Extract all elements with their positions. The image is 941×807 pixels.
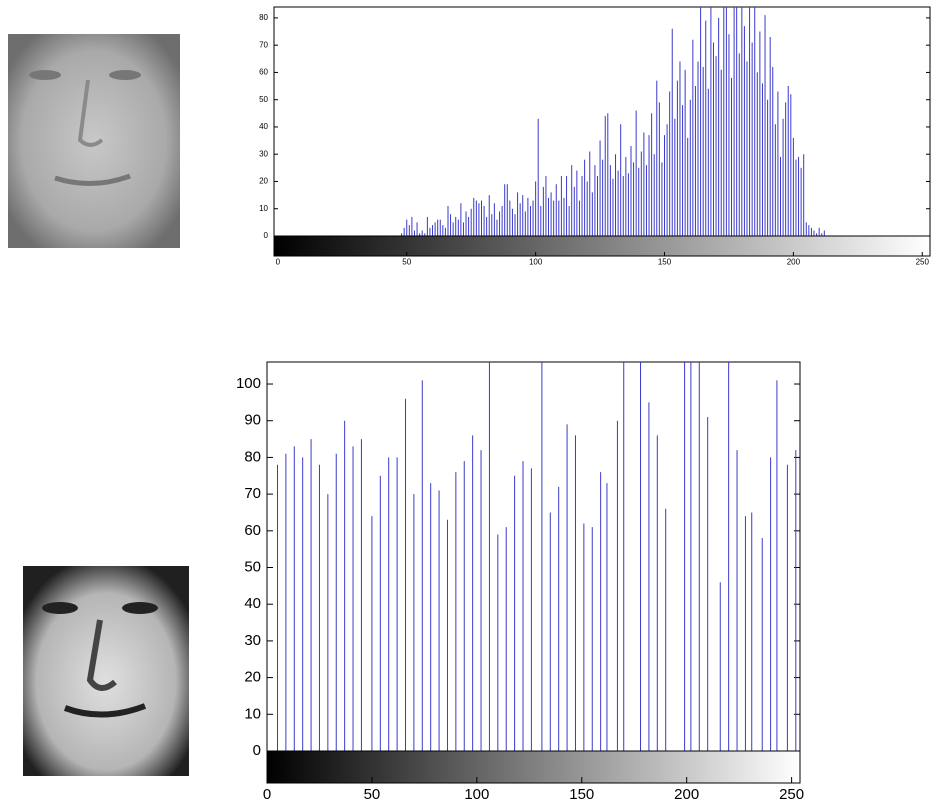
- x-tick-label: 100: [464, 786, 489, 803]
- y-tick-label: 80: [244, 448, 261, 465]
- face-image-original: [8, 34, 180, 248]
- y-tick-label: 0: [253, 742, 261, 759]
- y-tick-label: 70: [244, 485, 261, 502]
- y-tick-label: 80: [259, 13, 268, 22]
- y-tick-label: 0: [264, 231, 269, 240]
- y-tick-label: 40: [259, 122, 268, 131]
- face-image-equalized: [23, 566, 189, 776]
- x-tick-label: 250: [779, 786, 804, 803]
- x-tick-label: 50: [402, 258, 411, 267]
- x-tick-label: 100: [529, 258, 543, 267]
- plot-area: [274, 7, 930, 236]
- colorbar: [274, 236, 930, 256]
- x-tick-label: 200: [787, 258, 801, 267]
- y-tick-label: 10: [244, 705, 261, 722]
- y-tick-label: 10: [259, 204, 268, 213]
- x-tick-label: 50: [364, 786, 381, 803]
- page: 0 10 20 30 40 50 60 70 80 0 50 100 150 200 250 0 10 20 30 4…: [0, 0, 941, 807]
- colorbar: [267, 751, 800, 783]
- x-tick-label: 0: [276, 258, 281, 267]
- y-tick-label: 20: [259, 177, 268, 186]
- y-tick-label: 20: [244, 669, 261, 686]
- histogram: 0 10 20 30 40 50 60 70 80 0 50 100 150 200 250: [259, 0, 930, 267]
- histograms: 0 10 20 30 40 50 60 70 80 0 50 100 150 200 250 0 10 20 30 4…: [236, 0, 930, 803]
- x-tick-label: 0: [263, 786, 271, 803]
- y-tick-label: 30: [259, 149, 268, 158]
- y-tick-label: 60: [244, 522, 261, 539]
- histogram: 0 10 20 30 40 50 60 70 80 90 100 0 50 100 150 200 250: [236, 274, 804, 803]
- y-tick-label: 60: [259, 68, 268, 77]
- y-tick-label: 100: [236, 375, 261, 392]
- y-tick-label: 70: [259, 40, 268, 49]
- y-tick-label: 90: [244, 412, 261, 429]
- x-tick-label: 150: [569, 786, 594, 803]
- screen: 0 10 20 30 40 50 60 70 80 0 50 100 150 200 250 0 10 20 30 4…: [0, 0, 941, 807]
- y-tick-label: 50: [244, 558, 261, 575]
- x-tick-label: 150: [658, 258, 672, 267]
- x-tick-label: 250: [916, 258, 930, 267]
- y-tick-label: 50: [259, 95, 268, 104]
- y-tick-label: 30: [244, 632, 261, 649]
- y-tick-label: 40: [244, 595, 261, 612]
- x-tick-label: 200: [674, 786, 699, 803]
